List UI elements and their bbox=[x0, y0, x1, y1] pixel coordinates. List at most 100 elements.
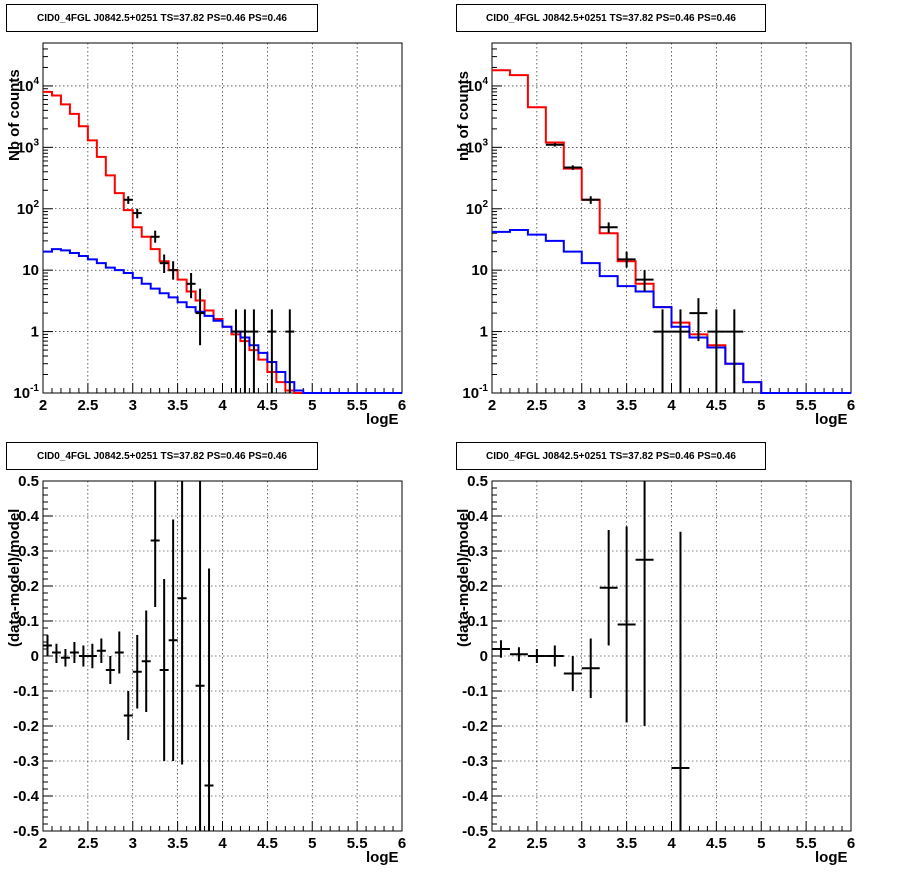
data-point bbox=[563, 165, 582, 170]
data-point bbox=[563, 656, 582, 691]
data-point bbox=[186, 272, 196, 299]
chart-panel-2: 2 2.5 3 3.5 4 4.5 5 5.5 6 10-1 1 10 102 103 104 bbox=[462, 42, 855, 414]
data-point bbox=[123, 691, 133, 740]
x-tick-label: 5.5 bbox=[796, 397, 817, 414]
data-point bbox=[204, 568, 214, 831]
data-point bbox=[545, 143, 564, 147]
y-tick-label: -0.3 bbox=[13, 753, 39, 770]
x-tick-label: 4 bbox=[218, 397, 227, 414]
y-tick-label: 0.5 bbox=[18, 473, 39, 490]
data-point bbox=[267, 309, 277, 393]
x-tick-label: 3.5 bbox=[616, 835, 637, 852]
x-tick-label: 5.5 bbox=[347, 835, 368, 852]
x-tick-label: 3 bbox=[129, 397, 137, 414]
chart-panel-4: 2 2.5 3 3.5 4 4.5 5 5.5 6 -0.5 -0.4 -0.3 -0.2 -0.1 0 0.… bbox=[462, 473, 855, 852]
data-point bbox=[725, 309, 744, 393]
x-tick-label: 3.5 bbox=[167, 835, 188, 852]
x-axis-label: logE bbox=[366, 411, 399, 428]
data-point bbox=[114, 631, 124, 674]
y-tick-label: 0 bbox=[480, 648, 488, 665]
x-tick-label: 5 bbox=[757, 397, 765, 414]
data-point bbox=[105, 656, 115, 684]
data-point bbox=[141, 610, 151, 712]
x-tick-label: 6 bbox=[398, 397, 406, 414]
y-tick-label: 0.1 bbox=[467, 613, 488, 630]
x-tick-label: 4.5 bbox=[257, 397, 278, 414]
data-point bbox=[195, 288, 205, 346]
y-tick-label: 0 bbox=[31, 648, 39, 665]
y-tick-label: 10-1 bbox=[462, 383, 488, 402]
y-tick-label: -0.1 bbox=[13, 683, 39, 700]
y-tick-label: 103 bbox=[17, 137, 40, 156]
x-axis-label: logE bbox=[815, 411, 848, 428]
data-point bbox=[195, 481, 205, 831]
x-tick-label: 3 bbox=[578, 397, 586, 414]
x-tick-label: 3.5 bbox=[167, 397, 188, 414]
y-tick-label: 0.1 bbox=[18, 613, 39, 630]
grid bbox=[492, 43, 851, 393]
x-tick-label: 6 bbox=[847, 397, 855, 414]
data-point bbox=[635, 481, 654, 726]
x-tick-label: 2.5 bbox=[526, 397, 547, 414]
x-tick-label: 3 bbox=[129, 835, 137, 852]
data-point bbox=[671, 309, 690, 393]
data-points bbox=[492, 481, 690, 831]
chart-panel-1: 2 2.5 3 3.5 4 4.5 5 5.5 6 10-1 1 10 102 103 104 bbox=[13, 42, 406, 414]
x-axis-ticks bbox=[42, 821, 403, 831]
data-point bbox=[132, 635, 142, 709]
y-axis-ticks bbox=[492, 42, 502, 394]
x-axis-ticks bbox=[491, 821, 852, 831]
x-tick-label: 2.5 bbox=[77, 397, 98, 414]
data-point bbox=[96, 638, 106, 663]
x-tick-label: 3.5 bbox=[616, 397, 637, 414]
x-tick-label: 5 bbox=[308, 397, 316, 414]
data-points bbox=[545, 143, 744, 393]
data-point bbox=[285, 309, 295, 393]
data-point bbox=[492, 640, 510, 658]
x-tick-label: 6 bbox=[847, 835, 855, 852]
y-tick-label: -0.5 bbox=[462, 823, 488, 840]
x-tick-label: 2.5 bbox=[526, 835, 547, 852]
x-axis-ticks bbox=[42, 383, 403, 393]
data-point bbox=[159, 579, 169, 761]
data-point bbox=[581, 196, 600, 204]
y-tick-label: 1 bbox=[480, 324, 488, 341]
data-point bbox=[671, 531, 690, 831]
y-tick-label: 104 bbox=[466, 76, 489, 95]
x-axis-label: logE bbox=[366, 849, 399, 866]
data-point bbox=[581, 638, 600, 698]
x-tick-label: 4.5 bbox=[706, 835, 727, 852]
data-point bbox=[123, 196, 133, 204]
x-tick-label: 2 bbox=[488, 835, 496, 852]
data-point bbox=[43, 635, 52, 656]
data-points bbox=[43, 481, 214, 831]
x-tick-label: 4.5 bbox=[257, 835, 278, 852]
y-tick-label: 0.3 bbox=[467, 543, 488, 560]
data-point bbox=[509, 647, 528, 662]
data-point bbox=[87, 643, 97, 669]
x-axis-label: logE bbox=[815, 849, 848, 866]
y-tick-label: 104 bbox=[17, 76, 40, 95]
x-tick-label: 2 bbox=[488, 397, 496, 414]
grid bbox=[43, 43, 402, 393]
data-point bbox=[60, 649, 70, 667]
x-tick-label: 2 bbox=[39, 835, 47, 852]
data-point bbox=[653, 309, 672, 393]
chart-panel-3: 2 2.5 3 3.5 4 4.5 5 5.5 6 -0.5 -0.4 -0.3 -0.2 -0.1 0 0.… bbox=[13, 473, 406, 852]
data-point bbox=[249, 309, 259, 393]
data-point bbox=[599, 222, 618, 234]
x-tick-label: 4 bbox=[667, 835, 676, 852]
y-tick-label: 0.2 bbox=[18, 578, 39, 595]
data-point bbox=[617, 526, 636, 723]
chart-title: CID0_4FGL J0842.5+0251 TS=37.82 PS=0.46 … bbox=[6, 442, 318, 470]
y-tick-label: -0.2 bbox=[462, 718, 488, 735]
y-tick-label: 0.3 bbox=[18, 543, 39, 560]
x-tick-label: 2.5 bbox=[77, 835, 98, 852]
chart-title: CID0_4FGL J0842.5+0251 TS=37.82 PS=0.46 … bbox=[456, 4, 766, 32]
y-tick-label: 1 bbox=[31, 324, 39, 341]
x-tick-label: 4 bbox=[218, 835, 227, 852]
data-point bbox=[545, 645, 564, 667]
y-tick-label: -0.3 bbox=[462, 753, 488, 770]
data-point bbox=[168, 519, 178, 761]
